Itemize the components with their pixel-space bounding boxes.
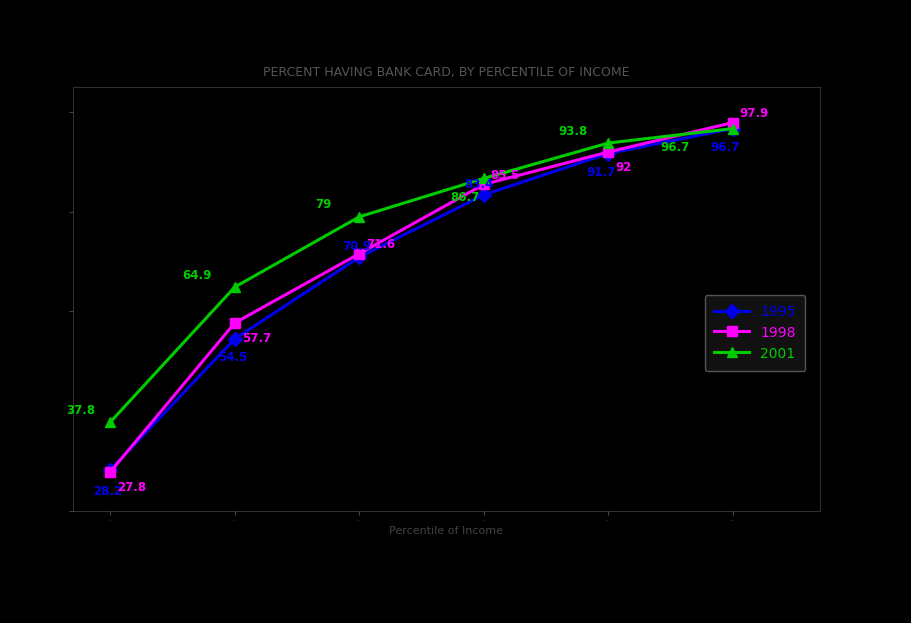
2001	[478, 174, 489, 182]
1998	[105, 468, 116, 476]
Text: 71.6: 71.6	[366, 238, 395, 251]
Text: 37.8: 37.8	[66, 404, 95, 417]
1995	[353, 254, 364, 261]
1998	[727, 119, 738, 126]
Text: 70.9: 70.9	[343, 240, 372, 253]
1995	[105, 466, 116, 473]
Text: 97.9: 97.9	[740, 107, 769, 120]
Text: 96.7: 96.7	[711, 141, 740, 154]
1998	[230, 319, 241, 326]
Text: 83.4: 83.4	[465, 178, 494, 191]
Legend: 1995, 1998, 2001: 1995, 1998, 2001	[705, 295, 805, 371]
2001	[230, 283, 241, 291]
Text: 57.7: 57.7	[241, 333, 271, 345]
Text: 54.5: 54.5	[218, 351, 248, 364]
Text: 86.7: 86.7	[450, 191, 480, 204]
2001	[727, 125, 738, 132]
2001	[603, 140, 614, 147]
2001	[353, 213, 364, 221]
1995	[603, 150, 614, 157]
2001	[105, 419, 116, 426]
1998	[478, 181, 489, 188]
Text: 96.7: 96.7	[660, 141, 690, 154]
1998	[603, 148, 614, 156]
1995	[727, 125, 738, 132]
Text: 28.2: 28.2	[94, 485, 123, 498]
1995	[230, 335, 241, 343]
Text: 64.9: 64.9	[182, 269, 211, 282]
Title: PERCENT HAVING BANK CARD, BY PERCENTILE OF INCOME: PERCENT HAVING BANK CARD, BY PERCENTILE …	[263, 66, 630, 79]
1998	[353, 250, 364, 257]
Line: 1998: 1998	[106, 118, 738, 477]
Text: 85.5: 85.5	[491, 169, 520, 182]
Text: 93.8: 93.8	[558, 125, 588, 138]
Line: 2001: 2001	[106, 124, 738, 427]
Text: 91.7: 91.7	[586, 166, 615, 179]
Text: 92: 92	[615, 161, 631, 174]
X-axis label: Percentile of Income: Percentile of Income	[389, 526, 504, 536]
Text: 27.8: 27.8	[118, 482, 147, 495]
Text: 79: 79	[315, 199, 332, 211]
1995	[478, 191, 489, 199]
Line: 1995: 1995	[106, 124, 738, 475]
